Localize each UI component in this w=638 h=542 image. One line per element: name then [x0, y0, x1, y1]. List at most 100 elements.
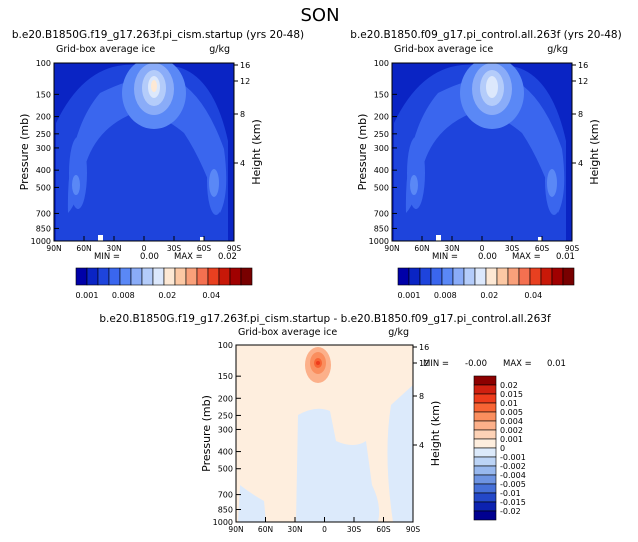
units-label: g/kg — [388, 327, 409, 338]
y-right-tick-label: 12 — [419, 359, 429, 368]
colorbar-swatch — [474, 267, 487, 286]
contour-level — [407, 137, 425, 209]
colorbar-swatch — [473, 411, 497, 422]
colorbar-swatch — [185, 267, 198, 286]
x-tick-label: 30N — [106, 244, 121, 253]
y-right-tick-label: 4 — [240, 159, 245, 168]
panel-top-left: 100 150 200 250 300 400 500 700 850 1000 16 12 8 4 90N… — [12, 29, 304, 300]
colorbar-tick-label: 0.02 — [480, 291, 498, 300]
field-label: Grid-box average ice — [56, 44, 155, 55]
contour-level — [486, 76, 498, 98]
y-right-axis-label: Height (km) — [429, 401, 442, 467]
y-axis-label: Pressure (mb) — [18, 114, 31, 191]
y-tick-label: 700 — [374, 209, 389, 218]
contour-level — [151, 80, 157, 92]
y-tick-label: 200 — [374, 113, 389, 122]
contour-field — [236, 345, 413, 522]
colorbar-swatch — [207, 267, 220, 286]
contour-level — [405, 76, 565, 213]
max-label: MAX = — [174, 252, 203, 262]
y-tick-label: 500 — [218, 465, 233, 474]
contour-level — [209, 169, 219, 197]
x-tick-label: 60N — [258, 525, 273, 534]
colorbar-tick-label: 0 — [500, 444, 505, 453]
y-tick-label: 250 — [36, 130, 51, 139]
y-right-tick-label: 4 — [419, 441, 424, 450]
y-right-tick-label: 12 — [240, 77, 250, 86]
colorbar-swatch — [473, 456, 497, 467]
colorbar-swatch — [108, 267, 121, 286]
colorbar-swatch — [196, 267, 209, 286]
y-tick-label: 150 — [36, 90, 51, 99]
max-value: 0.01 — [547, 359, 566, 369]
case-title: b.e20.B1850G.f19_g17.263f.pi_cism.startu… — [12, 29, 304, 41]
colorbar-swatch — [529, 267, 542, 286]
y-tick-label: 400 — [374, 166, 389, 175]
y-tick-label: 100 — [36, 59, 51, 68]
colorbar-swatch — [473, 510, 497, 521]
colorbar-tick-label: 0.04 — [202, 291, 220, 300]
colorbar-tick-label: 0.004 — [500, 417, 523, 426]
x-tick-label: 30S — [505, 244, 520, 253]
x-tick-label: 90N — [46, 244, 61, 253]
contour-field — [54, 63, 234, 241]
colorbar-swatch — [473, 447, 497, 458]
colorbar-swatch — [408, 267, 421, 286]
colorbar-tick-label: -0.001 — [500, 453, 526, 462]
x-tick-label: 0 — [142, 244, 147, 253]
colorbar-swatch — [119, 267, 132, 286]
colorbar-swatch — [485, 267, 498, 286]
field-label: Grid-box average ice — [394, 44, 493, 55]
colorbar-tick-label: -0.005 — [500, 480, 526, 489]
colorbar-swatch — [152, 267, 165, 286]
contour-level — [238, 485, 266, 522]
colorbar-swatch — [75, 267, 88, 286]
y-tick-label: 850 — [374, 224, 389, 233]
units-label: g/kg — [547, 44, 568, 55]
contour-level — [296, 408, 380, 522]
colorbar-swatch — [507, 267, 520, 286]
case-title: b.e20.B1850G.f19_g17.263f.pi_cism.startu… — [99, 313, 551, 325]
colorbar: 0.001 0.008 0.02 0.04 — [397, 267, 575, 300]
colorbar-swatch — [473, 402, 497, 413]
y-tick-label: 850 — [36, 224, 51, 233]
missing-data — [98, 235, 103, 241]
colorbar-tick-label: 0.008 — [112, 291, 135, 300]
panel-top-right: 100 150 200 250 300 400 500 700 850 1000 16 12 8 4 90N… — [350, 29, 621, 300]
y-tick-label: 300 — [374, 144, 389, 153]
y-tick-label: 400 — [36, 166, 51, 175]
colorbar-swatch — [473, 483, 497, 494]
y-tick-label: 500 — [36, 183, 51, 192]
y-tick-label: 250 — [374, 130, 389, 139]
figure-title: SON — [300, 5, 339, 26]
contour-level — [387, 385, 413, 522]
min-label: MIN = — [423, 359, 449, 369]
y-right-tick-label: 12 — [578, 77, 588, 86]
colorbar: 0.020.0150.010.0050.0040.0020.0010-0.001… — [473, 375, 526, 521]
missing-data — [436, 235, 441, 241]
contour-level — [316, 361, 320, 365]
colorbar-swatch — [473, 384, 497, 395]
y-tick-label: 300 — [36, 144, 51, 153]
colorbar-swatch — [397, 267, 410, 286]
colorbar-swatch — [496, 267, 509, 286]
x-tick-label: 0 — [480, 244, 485, 253]
colorbar-swatch — [430, 267, 443, 286]
colorbar-tick-label: 0.04 — [524, 291, 542, 300]
y-tick-label: 300 — [218, 425, 233, 434]
colorbar-swatch — [473, 465, 497, 476]
contour-field — [392, 63, 572, 241]
max-label: MAX = — [512, 252, 541, 262]
x-tick-label: 60N — [76, 244, 91, 253]
case-title: b.e20.B1850.f09_g17.pi_control.all.263f … — [350, 29, 621, 41]
min-value: 0.00 — [478, 252, 497, 262]
colorbar-swatch — [551, 267, 564, 286]
x-tick-label: 90S — [406, 525, 421, 534]
colorbar-swatch — [141, 267, 154, 286]
colorbar-swatch — [518, 267, 531, 286]
colorbar-swatch — [419, 267, 432, 286]
y-right-tick-label: 8 — [419, 392, 424, 401]
y-right-tick-label: 4 — [578, 159, 583, 168]
x-tick-label: 30N — [287, 525, 302, 534]
